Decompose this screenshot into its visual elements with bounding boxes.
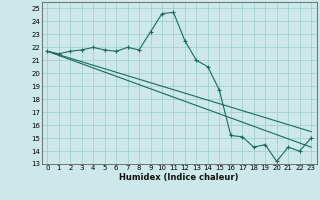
X-axis label: Humidex (Indice chaleur): Humidex (Indice chaleur) [119,173,239,182]
